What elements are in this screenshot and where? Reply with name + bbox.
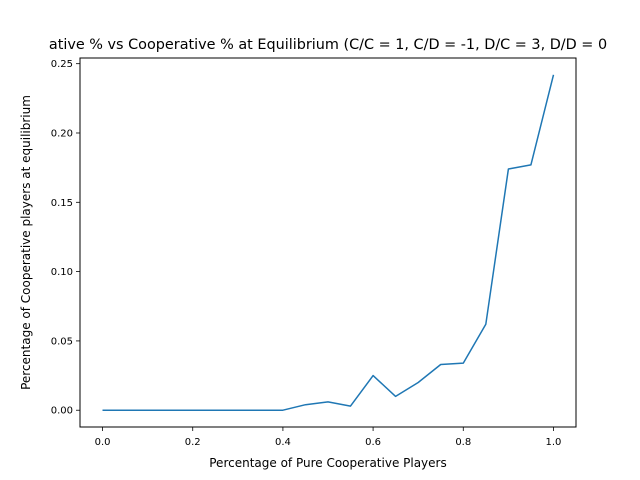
y-tick-label: 0.05 [51, 336, 73, 347]
y-axis-label: Percentage of Cooperative players at equ… [19, 95, 33, 390]
y-tick-label: 0.10 [51, 267, 73, 278]
series-line [102, 74, 555, 411]
x-axis-label: Percentage of Pure Cooperative Players [209, 456, 446, 470]
x-tick-label: 0.2 [185, 437, 201, 448]
x-tick-label: 0.4 [275, 437, 291, 448]
x-axis: 0.0 0.2 0.4 0.6 0.8 1.0 [95, 427, 562, 448]
series-layer [102, 74, 555, 411]
plot-frame [79, 57, 577, 428]
x-tick-label: 0.0 [95, 437, 111, 448]
y-tick-label: 0.15 [51, 198, 73, 209]
x-tick-label: 1.0 [546, 437, 562, 448]
y-tick-label: 0.00 [51, 406, 73, 417]
x-tick-label: 0.8 [455, 437, 471, 448]
x-tick-label: 0.6 [365, 437, 381, 448]
y-tick-label: 0.25 [51, 59, 73, 70]
y-tick-label: 0.20 [51, 128, 73, 139]
y-axis: 0.00 0.05 0.10 0.15 0.20 0.25 [51, 59, 80, 417]
chart-title: ative % vs Cooperative % at Equilibrium … [49, 37, 607, 53]
